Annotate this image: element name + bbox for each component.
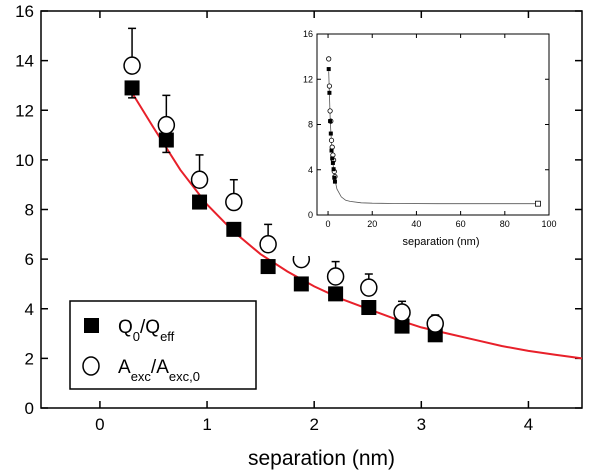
y-tick-label: 6 [25, 250, 34, 269]
legend-q-main: Q [118, 317, 133, 338]
y-tick-label: 12 [15, 101, 34, 120]
inset-y-tick-label: 0 [308, 210, 313, 220]
x-tick-label: 0 [95, 415, 104, 434]
y-tick-label: 14 [15, 52, 34, 71]
inset-point-q-ratio [329, 148, 334, 153]
x-tick-label: 1 [202, 415, 211, 434]
point-a-ratio [225, 192, 243, 212]
inset-point-far [535, 200, 541, 207]
inset-frame [316, 33, 550, 216]
inset-point-q-ratio [332, 179, 337, 184]
point-a-ratio [360, 278, 378, 297]
point-a-ratio [123, 56, 141, 75]
inset-point-q-ratio [328, 119, 333, 124]
legend-square-marker [84, 318, 99, 333]
point-q-ratio [394, 318, 410, 334]
inset-point-q-ratio [330, 156, 335, 161]
point-q-ratio [226, 221, 242, 237]
inset-x-axis-title: separation (nm) [402, 236, 479, 248]
point-q-ratio [361, 300, 377, 316]
point-a-ratio [326, 267, 345, 286]
point-a-ratio [393, 303, 411, 322]
inset-point-q-ratio [331, 167, 336, 172]
inset-x-tick-label: 40 [411, 219, 421, 229]
inset-point-q-ratio [328, 131, 333, 136]
legend: Q0/Qeff Aexc/Aexc,0 [69, 300, 257, 390]
legend-circle-marker [82, 356, 100, 376]
inset-y-tick-label: 12 [303, 74, 313, 84]
legend-a-sub2: exc,0 [169, 369, 200, 384]
inset-point-q-ratio [327, 90, 332, 95]
inset-point-q-ratio [332, 175, 337, 180]
legend-q-mid: /Q [140, 317, 160, 338]
legend-q-sub2: eff [160, 329, 175, 344]
inset-x-tick-label: 60 [456, 219, 466, 229]
inset-plot: 0 20 40 60 80 100 0 4 8 12 16 separation (nm) [288, 22, 564, 256]
x-tick-label: 2 [309, 415, 318, 434]
legend-a-main: A [118, 357, 131, 378]
y-tick-label: 16 [15, 2, 34, 21]
inset-x-tick-label: 80 [500, 219, 510, 229]
inset-point-a-ratio [326, 83, 333, 89]
x-axis-title: separation (nm) [248, 447, 395, 470]
inset-x-tick-label: 20 [367, 219, 377, 229]
inset-point-a-ratio [326, 56, 332, 62]
inset-y-tick-label: 4 [308, 165, 313, 175]
inset-point-a-ratio [327, 108, 333, 114]
inset-x-tick-label: 0 [326, 219, 331, 229]
legend-a-mid: /A [151, 357, 169, 378]
point-a-ratio [190, 170, 209, 189]
inset-point-a-ratio [328, 137, 335, 143]
point-q-ratio [260, 259, 276, 275]
point-q-ratio [328, 286, 344, 302]
x-tick-label: 3 [417, 415, 426, 434]
point-q-ratio [192, 194, 208, 210]
y-tick-label: 10 [15, 151, 34, 170]
inset-point-q-ratio [326, 67, 331, 72]
legend-a-sub1: exc [131, 369, 152, 384]
inset-y-tick-label: 16 [303, 29, 313, 39]
x-tick-label: 4 [524, 415, 533, 434]
point-q-ratio [293, 276, 309, 292]
inset-point-q-ratio [330, 160, 335, 165]
point-a-ratio [157, 115, 176, 135]
y-tick-label: 2 [25, 349, 34, 368]
legend-box [69, 300, 257, 390]
point-a-ratio [426, 314, 444, 333]
inset-y-tick-label: 8 [308, 120, 313, 130]
legend-label-q-ratio: Q0/Qeff [118, 317, 175, 344]
legend-label-a-ratio: Aexc/Aexc,0 [118, 357, 200, 384]
y-tick-label: 0 [25, 399, 34, 418]
y-tick-label: 8 [25, 201, 34, 220]
y-tick-label: 4 [25, 300, 34, 319]
point-q-ratio [158, 132, 174, 148]
legend-q-sub1: 0 [133, 329, 140, 344]
inset-x-tick-label: 100 [541, 219, 556, 229]
point-q-ratio [124, 80, 140, 96]
point-a-ratio [259, 234, 277, 254]
